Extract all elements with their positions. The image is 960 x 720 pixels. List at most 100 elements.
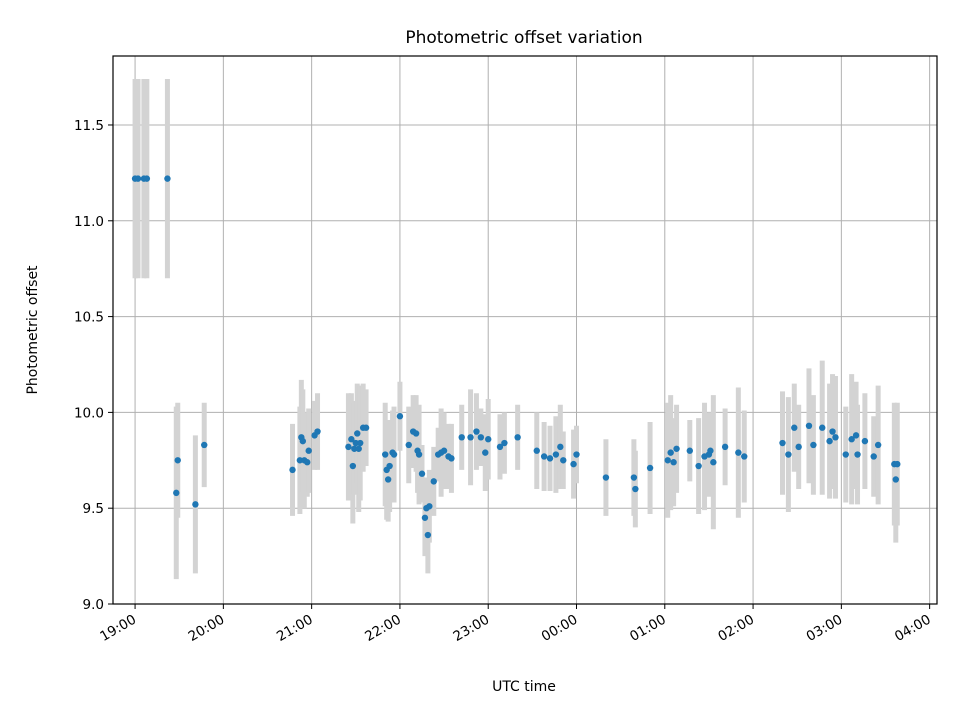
data-point: [670, 459, 677, 466]
data-point: [305, 447, 312, 454]
y-tick-label: 11.5: [74, 118, 104, 134]
data-point: [646, 464, 654, 472]
x-tick-label: 01:00: [627, 612, 669, 645]
data-point: [415, 451, 423, 458]
data-point: [779, 439, 786, 447]
data-point: [791, 424, 798, 431]
data-point: [829, 428, 836, 435]
data-point: [552, 451, 560, 458]
data-point: [848, 436, 855, 443]
data-point: [852, 432, 860, 439]
x-tick-label: 22:00: [362, 612, 404, 645]
data-point: [174, 457, 181, 464]
x-tick-label: 20:00: [186, 612, 228, 645]
data-point: [299, 437, 307, 445]
data-point: [721, 443, 729, 451]
data-point: [382, 451, 389, 458]
data-point: [421, 514, 429, 521]
data-point: [477, 434, 485, 441]
data-point: [735, 449, 742, 456]
x-axis-label: UTC time: [492, 679, 556, 695]
x-tick-label: 04:00: [892, 612, 934, 645]
data-point: [557, 443, 564, 451]
data-point: [426, 503, 433, 510]
grid: [113, 56, 937, 605]
data-point: [355, 445, 362, 452]
data-point: [630, 474, 638, 481]
data-point: [533, 447, 540, 454]
data-point: [405, 441, 412, 449]
data-point: [351, 445, 358, 452]
data-point: [810, 441, 817, 449]
data-point: [501, 439, 508, 447]
data-point: [741, 453, 748, 460]
x-tick-label: 19:00: [97, 612, 139, 645]
data-point: [667, 449, 674, 456]
data-point: [349, 462, 357, 470]
x-tick-label: 21:00: [274, 612, 316, 645]
data-point: [396, 413, 404, 420]
data-point: [390, 451, 398, 458]
data-point: [785, 451, 792, 458]
data-point: [819, 424, 826, 431]
data-point: [664, 457, 671, 464]
data-point: [143, 175, 151, 182]
data-point: [362, 424, 370, 431]
error-bars: [132, 78, 900, 580]
data-point: [632, 485, 639, 493]
data-point: [412, 430, 420, 437]
data-point: [805, 422, 813, 430]
data-point: [192, 501, 199, 508]
x-tick-label: 03:00: [804, 612, 846, 645]
data-point: [440, 447, 448, 454]
data-point: [304, 459, 311, 466]
data-point: [482, 449, 489, 456]
data-point: [832, 434, 839, 441]
y-tick-label: 10.5: [74, 310, 104, 326]
data-point: [485, 436, 492, 443]
y-axis-label: Photometric offset: [25, 265, 41, 395]
data-point: [870, 453, 877, 460]
data-point: [826, 437, 833, 445]
data-point: [707, 447, 714, 454]
data-point: [894, 460, 901, 468]
data-point: [386, 462, 393, 470]
data-point: [430, 478, 437, 485]
data-point: [686, 447, 693, 454]
data-point: [352, 439, 359, 447]
data-point: [458, 434, 465, 441]
data-point: [546, 455, 554, 462]
x-tick-label: 23:00: [451, 612, 493, 645]
plot-frame: [112, 55, 938, 605]
y-tick-label: 9.5: [83, 501, 104, 517]
data-point: [842, 451, 849, 458]
data-point: [795, 443, 802, 451]
data-points: [131, 175, 901, 539]
data-point: [573, 451, 580, 458]
y-axis: 9.0 9.5 10.0 10.5 11.0 11.5: [74, 118, 113, 613]
data-point: [348, 436, 355, 443]
data-point: [854, 451, 861, 458]
data-point: [602, 474, 610, 481]
data-point: [424, 531, 432, 539]
x-tick-label: 02:00: [715, 612, 757, 645]
x-axis: 19:00 20:00 21:00 22:00 23:00 00:00 01:00 02:00…: [97, 604, 934, 645]
data-point: [892, 476, 899, 483]
chart-title: Photometric offset variation: [405, 28, 642, 48]
data-point: [357, 439, 364, 447]
y-tick-label: 11.0: [74, 214, 104, 230]
y-tick-label: 9.0: [83, 597, 104, 613]
data-point: [418, 470, 426, 477]
data-point: [496, 443, 504, 451]
data-point: [201, 441, 208, 449]
data-point: [164, 175, 171, 182]
data-point: [467, 434, 474, 441]
y-tick-label: 10.0: [74, 405, 104, 421]
data-point: [384, 476, 392, 483]
data-point: [345, 443, 352, 451]
data-point: [540, 453, 548, 460]
data-point: [289, 466, 296, 474]
data-point: [173, 489, 180, 497]
data-point: [874, 441, 882, 449]
